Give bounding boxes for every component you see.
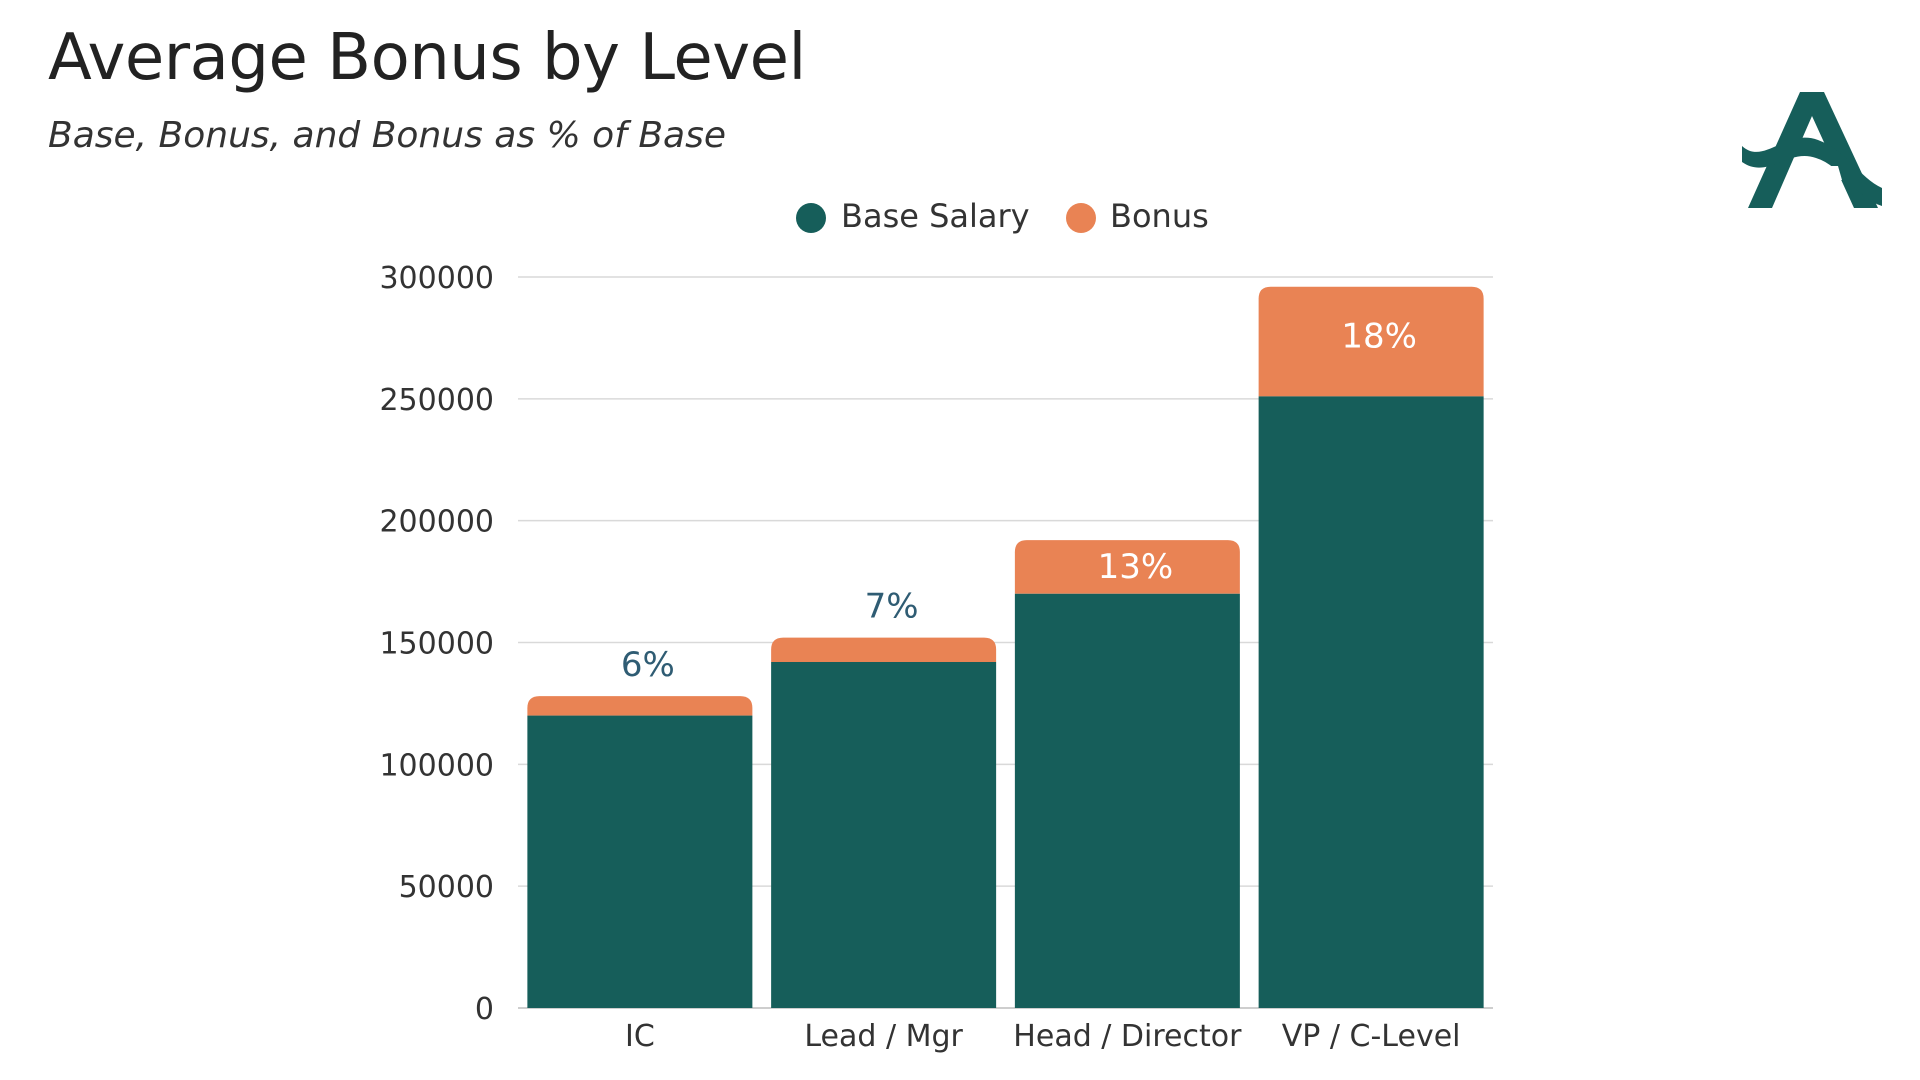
legend-marker-base-salary <box>796 203 826 233</box>
bar-bonus-0 <box>527 696 753 716</box>
chart-subtitle: Base, Bonus, and Bonus as % of Base <box>48 115 726 156</box>
bars <box>527 286 1484 1008</box>
y-tick-label: 200000 <box>379 505 494 540</box>
bar-bonus-2 <box>1014 540 1240 594</box>
x-tick-label: IC <box>625 1019 655 1054</box>
y-tick-label: 100000 <box>379 748 494 783</box>
bar-bonus-1 <box>771 637 997 662</box>
bar-bonus-3 <box>1258 286 1484 397</box>
data-label: 13% <box>1098 547 1174 587</box>
legend-label: Bonus <box>1110 197 1209 235</box>
y-axis: 0 50000 100000 150000 200000 250000 300000 <box>379 261 494 1027</box>
data-label: 6% <box>621 645 675 685</box>
bar-base-salary-3 <box>1258 396 1484 1008</box>
y-tick-label: 50000 <box>399 870 494 905</box>
legend-label: Base Salary <box>841 197 1030 235</box>
letter-a-logo-icon <box>1742 92 1882 208</box>
data-label: 7% <box>865 587 919 627</box>
y-tick-label: 300000 <box>379 261 494 296</box>
bar-base-salary-0 <box>527 715 753 1008</box>
y-tick-label: 250000 <box>379 383 494 418</box>
legend-marker-bonus <box>1066 203 1096 233</box>
x-tick-label: VP / C-Level <box>1282 1019 1461 1054</box>
data-labels: 6% 7% 13% 18% <box>621 317 1417 685</box>
y-tick-label: 150000 <box>379 627 494 662</box>
chart-title: Average Bonus by Level <box>48 21 806 95</box>
x-tick-label: Head / Director <box>1013 1019 1242 1054</box>
y-tick-label: 0 <box>475 992 494 1027</box>
legend: Base Salary Bonus <box>796 197 1209 235</box>
x-tick-label: Lead / Mgr <box>804 1019 963 1054</box>
bar-base-salary-1 <box>771 661 997 1008</box>
data-label: 18% <box>1341 317 1417 357</box>
bar-base-salary-2 <box>1014 593 1240 1008</box>
x-axis: IC Lead / Mgr Head / Director VP / C-Level <box>625 1019 1461 1054</box>
